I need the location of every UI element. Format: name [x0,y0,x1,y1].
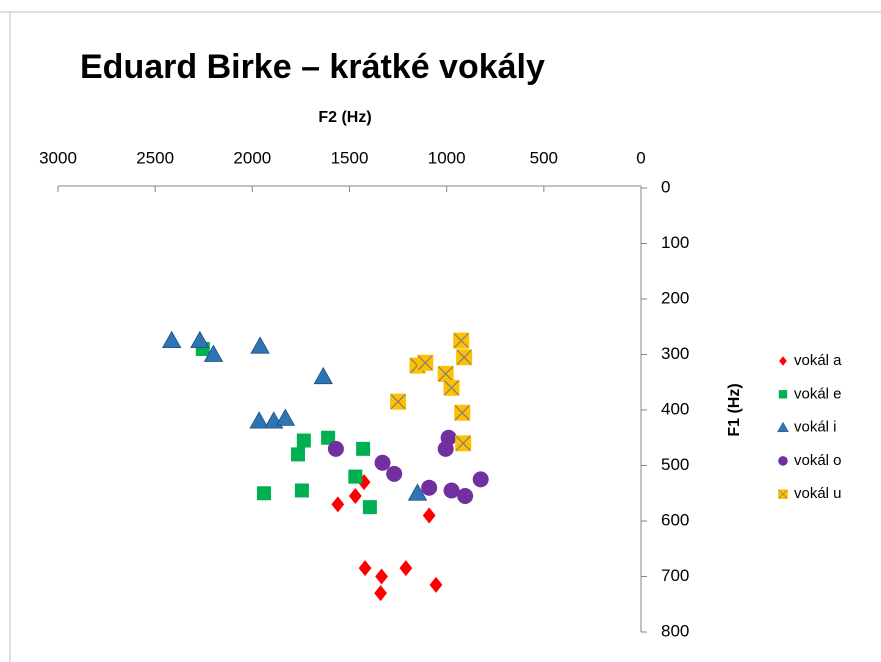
marker [321,430,336,445]
y-tick-label: 100 [661,233,689,252]
x-tick-label: 3000 [39,148,77,167]
marker [437,440,454,457]
marker [294,483,309,498]
marker [249,411,269,429]
marker-cross [456,349,472,365]
marker [456,349,473,366]
chart-title: Eduard Birke – krátké vokály [80,48,545,86]
marker [472,471,489,488]
x-tick-label: 0 [636,148,645,167]
marker [455,435,472,452]
marker [291,447,306,462]
marker [348,488,362,505]
y-axis-title: F1 (Hz) [726,383,743,436]
marker [457,488,474,505]
marker [443,379,460,396]
marker-cross [438,366,454,382]
marker [256,486,271,501]
marker [429,576,443,593]
marker [386,465,403,482]
marker [453,332,470,349]
marker [313,366,333,385]
marker [162,330,182,349]
y-tick-label: 500 [661,455,689,474]
marker-cross [454,405,470,421]
marker [327,440,344,457]
x-tick-label: 500 [530,148,558,167]
legend-marker [777,421,789,433]
marker [250,336,270,354]
x-tick-label: 1000 [428,148,466,167]
x-tick-label: 2500 [136,148,174,167]
legend-text: vokál i [794,419,837,436]
legend-text: vokál o [794,452,842,469]
y-tick-label: 300 [661,344,689,363]
marker [348,469,363,484]
legend-text: vokál u [794,485,842,502]
legend-marker [778,456,788,466]
marker [362,500,377,515]
y-tick-label: 800 [661,621,689,640]
marker-cross [417,355,433,371]
marker [407,483,428,501]
x-tick-label: 2000 [233,148,271,167]
marker [374,454,391,471]
marker [190,330,210,349]
marker [331,496,345,513]
marker [421,479,438,496]
marker [275,408,296,426]
marker-cross [455,435,471,451]
legend-marker [778,489,788,499]
marker-cross [390,394,406,410]
y-tick-label: 600 [661,510,689,529]
y-tick-label: 400 [661,399,689,418]
marker [399,560,413,577]
x-axis-title: F2 (Hz) [318,109,371,126]
y-tick-label: 700 [661,566,689,585]
legend-marker [778,390,788,399]
marker [374,585,387,602]
legend-text: vokál a [794,352,842,369]
legend-text: vokál e [794,385,842,402]
marker-cross [444,380,459,396]
x-tick-label: 1500 [331,148,369,167]
y-tick-label: 0 [661,177,670,196]
marker [356,441,371,456]
marker [422,507,436,524]
marker [203,344,224,362]
marker [454,404,471,421]
marker [296,433,311,448]
marker [375,568,388,585]
marker [417,354,434,371]
y-tick-label: 200 [661,288,689,307]
marker [390,393,407,410]
marker [358,560,372,577]
marker [443,482,460,499]
marker [437,365,454,382]
legend-marker [779,356,787,366]
marker-cross [453,333,469,349]
marker-cross [778,489,788,499]
